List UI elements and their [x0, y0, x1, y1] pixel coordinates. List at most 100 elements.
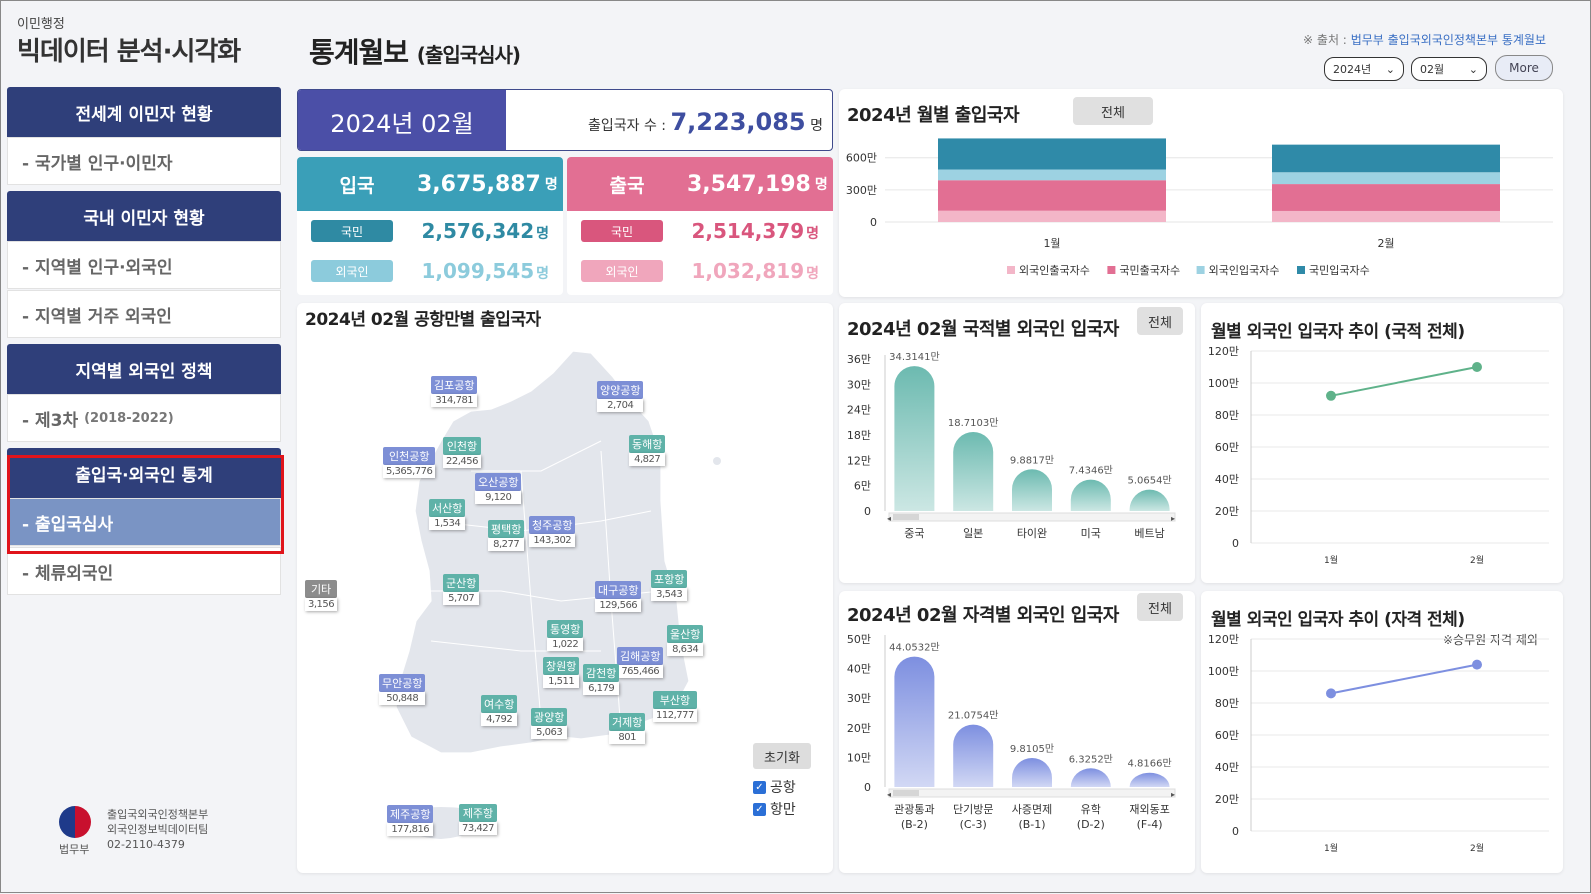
menu-item-resident-foreign[interactable]: - 체류외국인: [7, 547, 281, 595]
map-location-marker[interactable]: 기타 3,156: [305, 580, 338, 611]
map-location-marker[interactable]: 광양항 5,063: [531, 708, 568, 739]
airport-checkbox[interactable]: ✓ 공항: [753, 777, 796, 797]
month-select[interactable]: 02월 ⌄: [1411, 57, 1487, 81]
map-location-marker[interactable]: 인천공항 5,365,776: [383, 447, 436, 478]
stacked-bar-segment: [1272, 144, 1500, 173]
menu-head-world[interactable]: 전세계 이민자 현황: [7, 87, 281, 137]
data-label: 18.7103만: [948, 417, 999, 429]
x-tick-label: 유학: [1081, 803, 1101, 816]
y-tick-label: 100만: [1208, 377, 1239, 390]
data-label: 44.0532만: [889, 642, 940, 654]
nation-chart-panel: 2024년 02월 국적별 외국인 입국자 전체 36만 30만 24만 18만 12만…: [839, 303, 1195, 583]
exit-foreign-row: 외국인 1,032,819 명: [567, 251, 833, 291]
source-link[interactable]: 법무부 출입국외국인정책본부 통계월보: [1350, 33, 1546, 47]
map-location-marker[interactable]: 서산항 1,534: [429, 499, 466, 530]
bar: [1012, 469, 1052, 511]
x-tick-label: 사증면제: [1012, 803, 1052, 816]
map-location-marker[interactable]: 울산항 8,634: [667, 625, 704, 656]
map-reset-button[interactable]: 초기화: [753, 743, 811, 769]
menu-item-region-foreign[interactable]: - 지역별 거주 외국인: [7, 290, 281, 338]
map-location-marker[interactable]: 무안공항 50,848: [379, 674, 426, 705]
brand-title[interactable]: 빅데이터 분석·시각화: [17, 37, 241, 67]
airport-checkbox-label: 공항: [770, 780, 796, 796]
entry-value: 3,675,887: [417, 171, 541, 197]
monthly-all-button[interactable]: 전체: [1073, 97, 1153, 125]
y-tick-label: 50만: [847, 633, 871, 646]
menu-head-policy[interactable]: 지역별 외국인 정책: [7, 344, 281, 394]
scroll-right-icon: ▸: [1171, 514, 1175, 523]
map-location-marker[interactable]: 제주공항 177,816: [387, 805, 434, 836]
footer-contact: 출입국외국인정책본부 외국인정보빅데이터팀 02-2110-4379: [107, 807, 208, 852]
x-tick-label: 1월: [1324, 842, 1338, 854]
menu-head-domestic[interactable]: 국내 이민자 현황: [7, 191, 281, 241]
location-name: 부산항: [653, 691, 697, 709]
more-button[interactable]: More: [1495, 55, 1553, 81]
nation-all-button[interactable]: 전체: [1137, 307, 1183, 335]
location-value: 143,302: [529, 534, 576, 547]
map-location-marker[interactable]: 군산항 5,707: [443, 574, 480, 605]
map-location-marker[interactable]: 대구공항 129,566: [595, 581, 642, 612]
map-location-marker[interactable]: 감천항 6,179: [583, 664, 620, 695]
map-location-marker[interactable]: 양양공항 2,704: [597, 381, 644, 412]
map-location-marker[interactable]: 동해항 4,827: [629, 435, 666, 466]
trend-visa-chart: 120만 100만 80만 60만 40만 20만 0 1월 2월: [1208, 633, 1549, 854]
y-tick-label: 80만: [1215, 697, 1239, 710]
x-tick-label: (D-2): [1077, 818, 1105, 831]
map-location-marker[interactable]: 창원항 1,511: [543, 657, 580, 688]
data-label: 34.3141만: [889, 351, 940, 363]
location-name: 광양항: [531, 708, 568, 726]
map-location-marker[interactable]: 인천항 22,456: [443, 437, 481, 468]
location-name: 양양공항: [597, 381, 644, 399]
y-tick-label: 40만: [847, 663, 871, 676]
year-select[interactable]: 2024년 ⌄: [1324, 57, 1404, 81]
location-name: 김해공항: [617, 647, 664, 665]
location-name: 청주공항: [529, 516, 576, 534]
y-tick-label: 600만: [846, 152, 877, 165]
menu-item-nation-population[interactable]: - 국가별 인구·이민자: [7, 137, 281, 185]
visa-all-button[interactable]: 전체: [1137, 593, 1183, 621]
bar: [1070, 479, 1111, 511]
location-name: 군산항: [443, 574, 480, 592]
map-location-marker[interactable]: 통영항 1,022: [547, 620, 584, 651]
y-tick-label: 300만: [846, 184, 877, 197]
map-location-marker[interactable]: 부산항 112,777: [653, 691, 697, 722]
month-select-value: 02월: [1420, 63, 1445, 76]
x-tick-label: 2월: [1470, 554, 1484, 566]
ministry-name: 법무부: [59, 843, 90, 856]
location-name: 인천공항: [383, 447, 436, 465]
menu-item-policy-3rd[interactable]: - 제3차 (2018-2022): [7, 394, 281, 442]
menu-item-immigration-review[interactable]: - 출입국심사: [7, 498, 281, 546]
map-location-marker[interactable]: 여수항 4,792: [481, 695, 518, 726]
location-value: 5,063: [531, 726, 568, 739]
location-value: 5,365,776: [383, 465, 436, 478]
menu-item-region-population[interactable]: - 지역별 인구·외국인: [7, 241, 281, 289]
map-location-marker[interactable]: 김해공항 765,466: [617, 647, 664, 678]
map-location-marker[interactable]: 제주항 73,427: [459, 804, 497, 835]
legend-label: 국민출국자수: [1119, 264, 1180, 277]
location-value: 73,427: [459, 822, 497, 835]
legend-label: 외국인입국자수: [1209, 264, 1280, 277]
data-label: 7.4346만: [1069, 465, 1113, 477]
location-name: 감천항: [583, 664, 620, 682]
port-checkbox[interactable]: ✓ 항만: [753, 799, 796, 819]
summary-total-card: 2024년 02월 출입국자 수 : 7,223,085 명: [297, 89, 833, 151]
page-title-main: 통계월보: [309, 36, 409, 69]
map-location-marker[interactable]: 김포공항 314,781: [431, 376, 478, 407]
stacked-bar-segment: [938, 180, 1166, 211]
map-location-marker[interactable]: 거제항 801: [609, 713, 646, 744]
map-location-marker[interactable]: 평택항 8,277: [488, 520, 525, 551]
map-location-marker[interactable]: 청주공항 143,302: [529, 516, 576, 547]
y-tick-label: 120만: [1208, 633, 1239, 646]
map-location-marker[interactable]: 오산공항 9,120: [475, 473, 522, 504]
map-location-marker[interactable]: 포항항 3,543: [651, 570, 688, 601]
location-value: 1,534: [429, 517, 466, 530]
unit: 명: [806, 226, 819, 242]
menu-head-immigration[interactable]: 출입국·외국인 통계: [7, 448, 281, 498]
y-tick-label: 12만: [847, 454, 871, 467]
trend-visa-note: ※승무원 자격 제외: [1443, 633, 1538, 647]
footer-line1: 출입국외국인정책본부: [107, 808, 209, 821]
entry-header: 입국 3,675,887 명: [297, 157, 563, 211]
y-tick-label: 30만: [847, 692, 871, 705]
data-label: 9.8817만: [1010, 454, 1054, 466]
